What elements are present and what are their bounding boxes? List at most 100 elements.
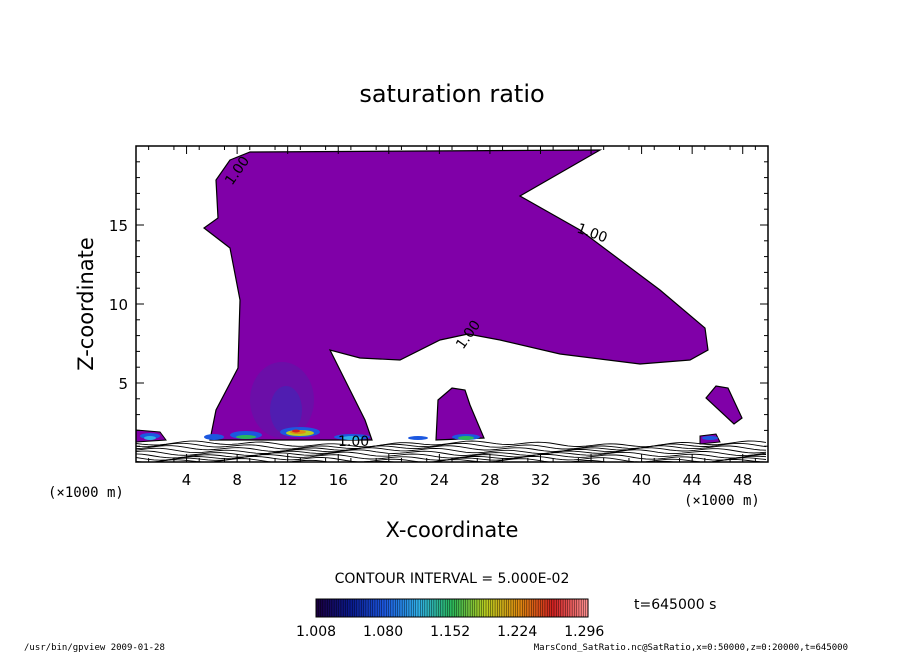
contour-interval: CONTOUR INTERVAL = 5.000E-02	[335, 571, 570, 587]
colorbar-swatch	[567, 599, 571, 617]
saturation-hotspot	[408, 436, 428, 440]
colorbar-swatch	[395, 599, 399, 617]
colorbar-swatch	[463, 599, 467, 617]
colorbar-swatch	[461, 599, 464, 617]
saturation-region-hill-46	[705, 385, 743, 425]
colorbar-swatch	[386, 599, 390, 617]
colorbar-swatch	[413, 599, 417, 617]
colorbar-swatch	[420, 599, 424, 617]
x-tick-label: 4	[182, 471, 192, 489]
colorbar-swatch	[440, 599, 444, 617]
colorbar-swatch	[569, 599, 573, 617]
colorbar-swatch	[479, 599, 483, 617]
colorbar-swatch	[436, 599, 439, 617]
x-tick-label: 48	[733, 471, 752, 489]
colorbar-swatch	[535, 599, 539, 617]
colorbar-swatch	[531, 599, 535, 617]
colorbar-swatch	[449, 599, 453, 617]
colorbar-swatch	[365, 599, 369, 617]
y-axis: 5 10 15	[109, 161, 768, 447]
colorbar-swatch	[526, 599, 530, 617]
colorbar-swatch	[320, 599, 324, 617]
colorbar-tick-label: 1.224	[497, 624, 537, 640]
colorbar-swatch	[422, 599, 426, 617]
colorbar-swatch	[372, 599, 376, 617]
colorbar-swatch	[486, 599, 489, 617]
colorbar-swatch	[520, 599, 523, 617]
colorbar-swatch	[397, 599, 401, 617]
colorbar-swatch	[325, 599, 328, 617]
colorbar-tick-label: 1.008	[296, 624, 336, 640]
colorbar-tick-label: 1.152	[430, 624, 470, 640]
colorbar-swatch	[377, 599, 381, 617]
colorbar-swatch	[347, 599, 351, 617]
surface-contour-line	[136, 445, 767, 452]
colorbar-swatch	[427, 599, 430, 617]
x-tick-label: 44	[683, 471, 702, 489]
colorbar-swatch	[406, 599, 410, 617]
colorbar-swatch	[458, 599, 462, 617]
colorbar-swatch	[472, 599, 476, 617]
colorbar-swatch	[490, 599, 494, 617]
surface-contour-line	[136, 442, 767, 450]
colorbar-swatch	[316, 599, 319, 617]
colorbar-swatch	[465, 599, 469, 617]
colorbar-swatch	[467, 599, 471, 617]
colorbar-swatch	[585, 599, 589, 617]
colorbar-swatch	[404, 599, 408, 617]
colorbar-swatch	[499, 599, 503, 617]
x-axis-label: X-coordinate	[386, 518, 519, 542]
colorbar-swatch	[393, 599, 396, 617]
colorbar-swatch	[515, 599, 519, 617]
colorbar-swatch	[381, 599, 385, 617]
colorbar-swatch	[506, 599, 510, 617]
saturation-hotspot	[236, 435, 256, 439]
colorbar-swatch	[551, 599, 555, 617]
colorbar-swatch	[492, 599, 496, 617]
x-tick-label: 8	[232, 471, 242, 489]
colorbar	[315, 599, 589, 617]
colorbar-swatch	[547, 599, 551, 617]
colorbar-swatch	[560, 599, 564, 617]
y-axis-label: Z-coordinate	[74, 237, 98, 371]
near-surface-contours	[136, 440, 767, 462]
colorbar-swatch	[495, 599, 498, 617]
colorbar-swatch	[538, 599, 541, 617]
colorbar-swatch	[454, 599, 458, 617]
footer-right: MarsCond_SatRatio.nc@SatRatio,x=0:50000,…	[534, 643, 848, 653]
colorbar-swatch	[359, 599, 362, 617]
colorbar-swatch	[529, 599, 532, 617]
colorbar-swatch	[549, 599, 553, 617]
near-surface-patches	[140, 427, 718, 440]
colorbar-swatch	[481, 599, 485, 617]
colorbar-swatch	[470, 599, 473, 617]
colorbar-swatch	[368, 599, 371, 617]
surface-contour-line	[136, 449, 767, 457]
colorbar-swatch	[340, 599, 344, 617]
colorbar-swatch	[343, 599, 347, 617]
colorbar-tick-label: 1.296	[564, 624, 604, 640]
colorbar-swatch	[476, 599, 480, 617]
colorbar-swatch	[554, 599, 557, 617]
colorbar-swatch	[533, 599, 537, 617]
saturation-hotspot	[204, 434, 224, 440]
colorbar-swatch	[438, 599, 442, 617]
colorbar-swatch	[356, 599, 360, 617]
saturation-hotspot	[292, 429, 300, 433]
footer-left: /usr/bin/gpview 2009-01-28	[24, 643, 165, 653]
saturation-hotspot	[458, 436, 474, 440]
colorbar-swatch	[581, 599, 585, 617]
colorbar-swatch	[379, 599, 383, 617]
colorbar-swatch	[390, 599, 394, 617]
colorbar-swatch	[334, 599, 337, 617]
x-tick-label: 16	[329, 471, 348, 489]
colorbar-swatch	[433, 599, 437, 617]
x-axis: 4 8 12 16 20 24 28 32 36 40 44 48	[148, 146, 756, 489]
colorbar-swatch	[361, 599, 365, 617]
colorbar-swatch	[354, 599, 358, 617]
colorbar-swatch	[424, 599, 428, 617]
colorbar-swatch	[370, 599, 374, 617]
saturation-hotspot	[342, 436, 362, 440]
colorbar-swatch	[318, 599, 322, 617]
colorbar-swatch	[556, 599, 560, 617]
